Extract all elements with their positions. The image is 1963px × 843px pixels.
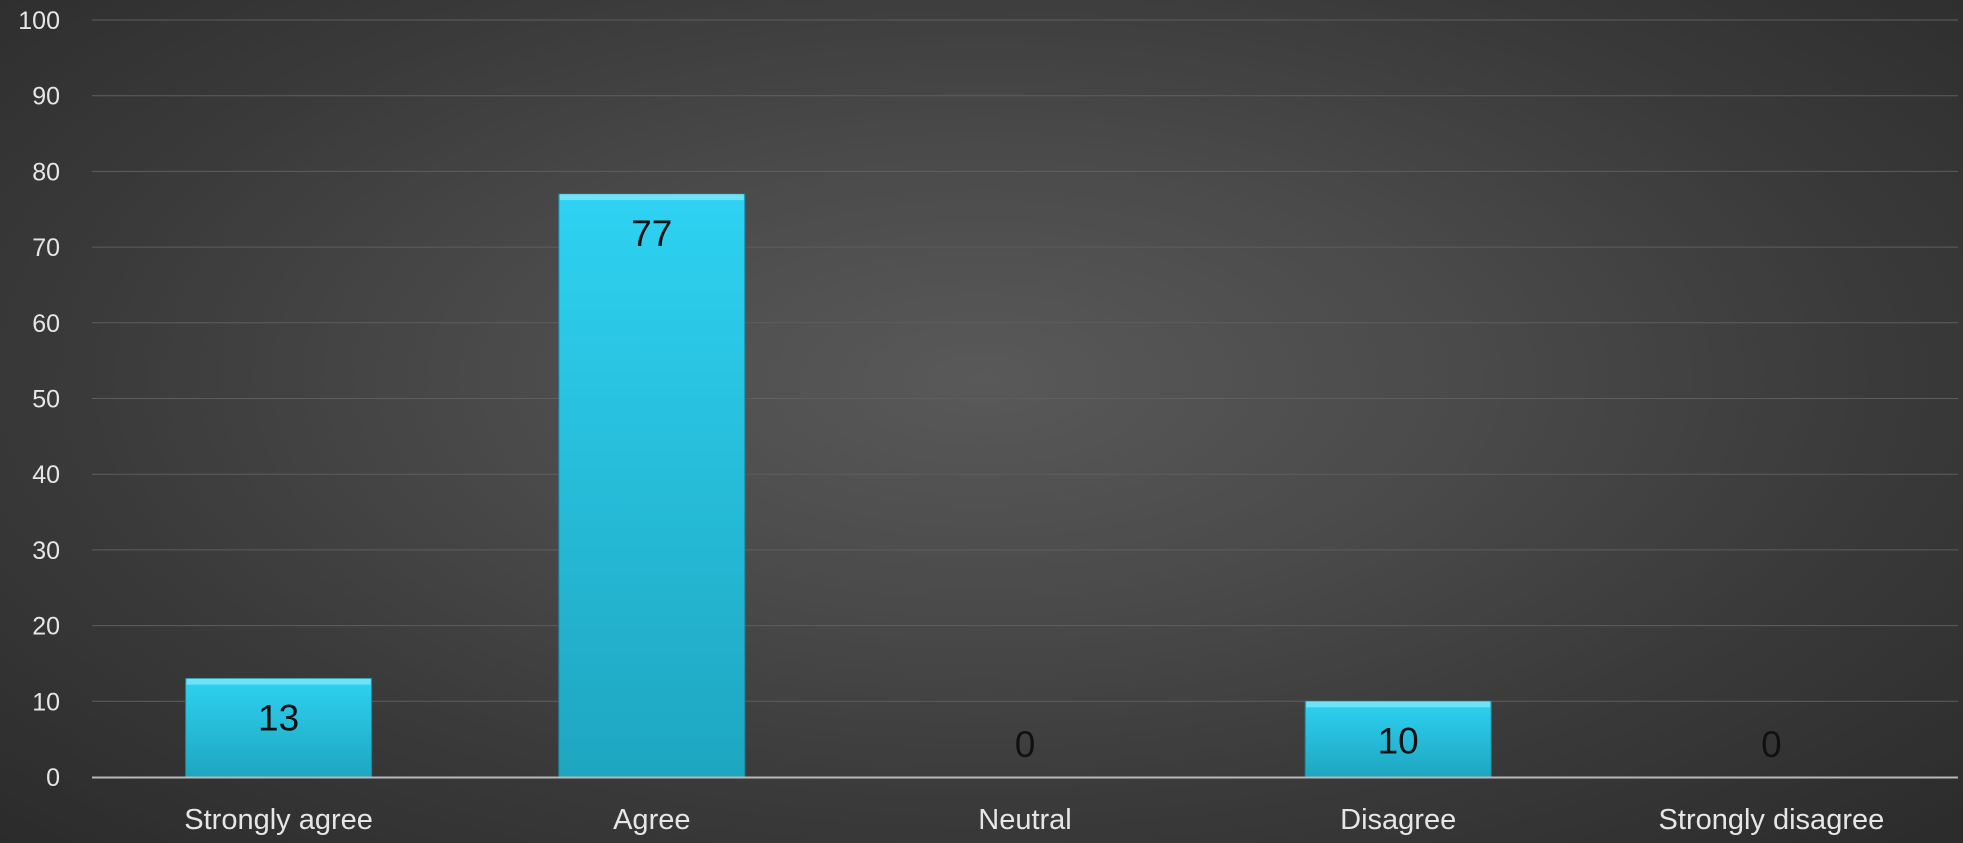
y-tick-label: 20 <box>32 613 60 641</box>
y-tick-label: 100 <box>18 7 60 35</box>
x-category-label: Strongly disagree <box>1659 804 1885 836</box>
data-label: 13 <box>258 698 299 739</box>
x-category-label: Neutral <box>978 804 1072 836</box>
gridlines <box>92 19 1958 702</box>
bar-top-highlight <box>1306 701 1491 708</box>
bar-top-highlight <box>559 194 744 201</box>
y-tick-label: 30 <box>32 537 60 565</box>
bar-top-highlight <box>186 678 371 685</box>
y-tick-label: 10 <box>32 688 60 716</box>
y-tick-label: 70 <box>32 234 60 262</box>
y-tick-label: 60 <box>32 310 60 338</box>
y-axis-tick-labels: 0 10 20 30 40 50 60 70 80 90 100 <box>18 7 60 792</box>
y-tick-label: 80 <box>32 158 60 186</box>
x-category-label: Agree <box>613 804 690 836</box>
x-category-label: Disagree <box>1340 804 1456 836</box>
data-label: 10 <box>1378 720 1419 761</box>
data-label: 0 <box>1015 724 1036 765</box>
bars: 13 77 0 10 0 <box>185 193 1782 778</box>
y-tick-label: 50 <box>32 386 60 414</box>
data-label: 0 <box>1761 724 1782 765</box>
x-category-label: Strongly agree <box>184 804 373 836</box>
y-tick-label: 0 <box>46 764 60 792</box>
bar <box>1304 700 1492 778</box>
data-label: 77 <box>631 213 672 254</box>
bar <box>558 193 746 778</box>
y-tick-label: 40 <box>32 461 60 489</box>
y-tick-label: 90 <box>32 83 60 111</box>
x-axis-category-labels: Strongly agree Agree Neutral Disagree Strong… <box>184 804 1884 836</box>
